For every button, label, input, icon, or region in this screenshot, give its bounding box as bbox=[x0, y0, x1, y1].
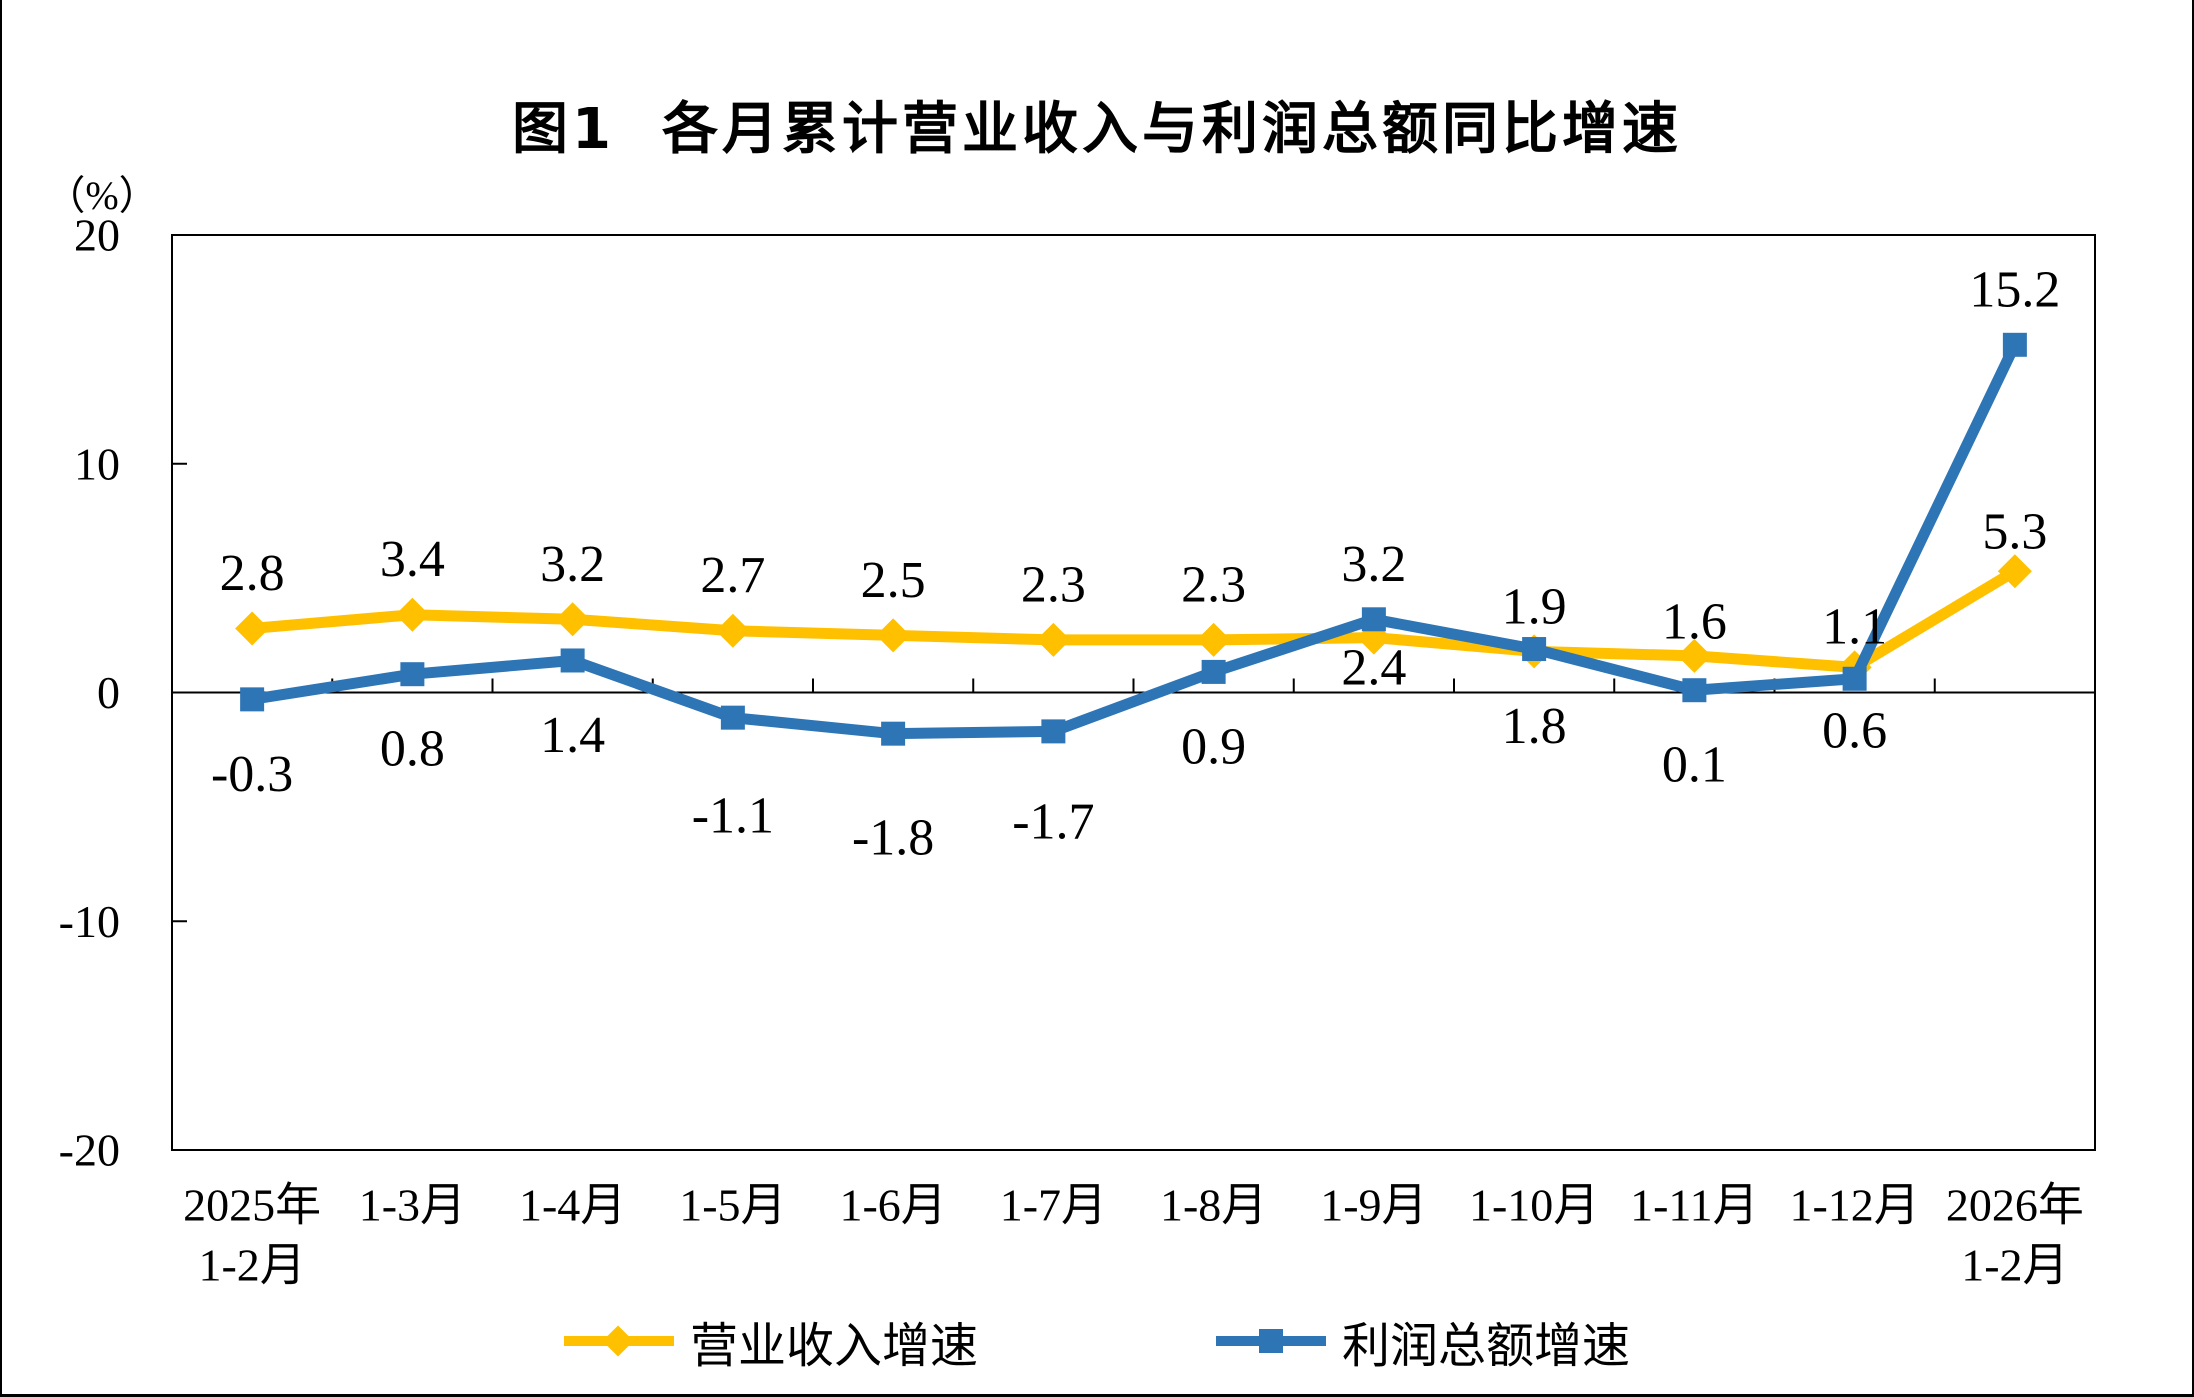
diamond-marker-icon bbox=[1036, 622, 1071, 657]
data-label: 5.3 bbox=[1982, 504, 2047, 561]
diamond-marker-icon bbox=[1997, 554, 2032, 589]
square-marker-icon bbox=[1682, 678, 1707, 703]
profit-series bbox=[240, 332, 2027, 746]
square-marker-icon bbox=[2002, 332, 2027, 357]
diamond-marker-icon bbox=[555, 602, 590, 637]
x-tick-label: 1-10月 bbox=[1469, 1180, 1599, 1231]
diamond-marker-icon bbox=[602, 1325, 634, 1357]
x-tick-label: 1-11月 bbox=[1630, 1180, 1759, 1231]
x-axis-labels: 2025年 1-2月 1-3月 1-4月 1-5月 1-6月 1-7月 1-8月 1-9月 1-1… bbox=[183, 1180, 2084, 1291]
data-label: 2.4 bbox=[1341, 640, 1406, 697]
data-label: -0.3 bbox=[211, 746, 293, 803]
data-label: 15.2 bbox=[1969, 261, 2060, 318]
y-axis: 20 10 0 -10 -20 bbox=[59, 210, 187, 1176]
y-tick-label: -10 bbox=[59, 896, 120, 947]
data-label: 2.3 bbox=[1181, 556, 1246, 613]
legend-label-profit: 利润总额增速 bbox=[1342, 1320, 1631, 1373]
data-label: 2.7 bbox=[700, 547, 765, 604]
square-marker-icon bbox=[1361, 607, 1386, 632]
revenue-legend-swatch bbox=[563, 1325, 674, 1357]
x-tick-label: 1-3月 bbox=[359, 1180, 466, 1231]
diamond-marker-icon bbox=[715, 613, 750, 648]
data-label: 0.9 bbox=[1181, 718, 1246, 775]
data-label: 1.9 bbox=[1502, 579, 1567, 636]
x-tick-label: 1-2月 bbox=[198, 1240, 305, 1291]
data-label: 0.1 bbox=[1662, 737, 1727, 794]
diamond-marker-icon bbox=[1677, 638, 1712, 673]
square-marker-icon bbox=[240, 687, 265, 712]
diamond-marker-icon bbox=[395, 597, 430, 632]
square-marker-icon bbox=[1842, 666, 1867, 691]
x-tick-label: 1-12月 bbox=[1789, 1180, 1919, 1231]
profit-data-labels: -0.3 0.8 1.4 -1.1 -1.8 -1.7 0.9 3.2 1.9 0.1 0.6 15.… bbox=[211, 261, 2060, 866]
diamond-marker-icon bbox=[876, 618, 911, 653]
profit-legend-swatch bbox=[1216, 1326, 1326, 1356]
x-tick-label: 1-2月 bbox=[1961, 1240, 2068, 1291]
data-label: 1.8 bbox=[1502, 698, 1567, 755]
square-marker-icon bbox=[1041, 719, 1066, 744]
x-tick-label: 1-4月 bbox=[519, 1180, 626, 1231]
data-label: 0.6 bbox=[1822, 703, 1887, 760]
x-tick-label: 1-9月 bbox=[1320, 1180, 1427, 1231]
data-label: 0.8 bbox=[380, 721, 445, 778]
square-marker-icon bbox=[1259, 1329, 1283, 1353]
square-marker-icon bbox=[1201, 659, 1226, 684]
revenue-data-labels: 2.8 3.4 3.2 2.7 2.5 2.3 2.3 2.4 1.8 1.6 1.1 5.3 bbox=[220, 504, 2048, 755]
chart-title: 图1 各月累计营业收入与利润总额同比增速 bbox=[512, 97, 1682, 162]
legend-item-profit: 利润总额增速 bbox=[1216, 1306, 1630, 1376]
chart-legend: 营业收入增速 利润总额增速 bbox=[2, 1306, 2192, 1376]
y-axis-unit-label: （%） bbox=[45, 173, 159, 218]
data-label: 3.2 bbox=[540, 536, 605, 593]
x-tick-label: 1-7月 bbox=[1000, 1180, 1107, 1231]
square-marker-icon bbox=[720, 705, 745, 730]
data-label: 1.6 bbox=[1662, 594, 1727, 651]
data-label: 3.2 bbox=[1341, 536, 1406, 593]
data-label: -1.1 bbox=[692, 788, 774, 845]
x-tick-label: 2026年 bbox=[1946, 1180, 2084, 1231]
diamond-marker-icon bbox=[235, 611, 270, 646]
y-tick-label: 20 bbox=[74, 210, 120, 261]
square-marker-icon bbox=[881, 721, 906, 746]
square-marker-icon bbox=[560, 648, 585, 673]
data-label: 2.3 bbox=[1021, 556, 1086, 613]
square-marker-icon bbox=[400, 662, 425, 687]
y-tick-label: 0 bbox=[97, 667, 120, 718]
series-line bbox=[251, 342, 2020, 740]
y-tick-label: 10 bbox=[74, 438, 120, 489]
legend-item-revenue: 营业收入增速 bbox=[563, 1306, 978, 1376]
data-label: 1.4 bbox=[540, 707, 605, 764]
data-label: 3.4 bbox=[380, 531, 445, 588]
data-label: 2.5 bbox=[861, 552, 926, 609]
data-label: 2.8 bbox=[220, 545, 285, 602]
legend-label-revenue: 营业收入增速 bbox=[689, 1320, 978, 1373]
series-line bbox=[251, 566, 2018, 673]
x-tick-label: 1-8月 bbox=[1160, 1180, 1267, 1231]
x-tick-label: 1-6月 bbox=[839, 1180, 946, 1231]
data-label: 1.1 bbox=[1822, 599, 1887, 656]
x-tick-label: 2025年 bbox=[183, 1180, 321, 1231]
data-label: -1.8 bbox=[852, 810, 934, 867]
square-marker-icon bbox=[1522, 637, 1547, 662]
x-tick-label: 1-5月 bbox=[679, 1180, 786, 1231]
diamond-marker-icon bbox=[1196, 622, 1231, 657]
data-label: -1.7 bbox=[1012, 794, 1094, 851]
y-tick-label: -20 bbox=[59, 1125, 120, 1176]
